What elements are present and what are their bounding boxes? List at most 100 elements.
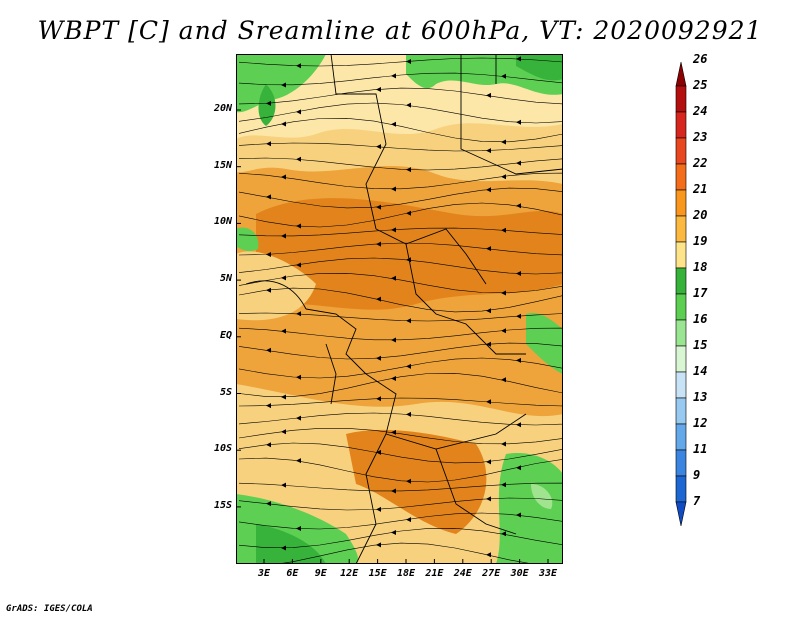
streamline <box>238 57 563 67</box>
streamline-arrow <box>486 148 491 154</box>
field-green-west <box>236 227 259 252</box>
footer-credit: GrADS: IGES/COLA <box>6 604 93 614</box>
lat-label: 15N <box>213 159 232 171</box>
streamline-arrow <box>266 141 271 147</box>
streamline-arrow <box>266 347 271 353</box>
streamline-arrow <box>391 73 396 79</box>
streamline-arrow <box>501 441 506 447</box>
streamline <box>238 497 563 511</box>
streamline-arrow <box>501 227 506 233</box>
streamline-arrow <box>501 482 506 488</box>
streamline-arrow <box>406 363 411 369</box>
colorbar-label: 19 <box>693 234 708 248</box>
lon-label: 33E <box>538 568 558 579</box>
colorbar-swatch <box>675 189 687 217</box>
streamline-arrow <box>376 506 381 512</box>
streamline-arrow <box>406 517 411 523</box>
colorbar-label: 22 <box>693 156 708 170</box>
lon-label: 12E <box>340 568 359 579</box>
plot-title: WBPT [C] and Sreamline at 600hPa, VT: 20… <box>37 16 763 45</box>
streamline-arrow <box>376 355 381 361</box>
colorbar-label: 20 <box>693 208 708 222</box>
colorbar-label: 21 <box>693 182 708 196</box>
streamline-arrow <box>281 394 286 400</box>
streamline-arrow <box>296 262 301 268</box>
lon-label: 6E <box>286 568 299 579</box>
colorbar-swatch <box>675 163 687 191</box>
streamline-arrow <box>516 465 521 471</box>
streamline-arrow <box>486 187 491 193</box>
streamline-arrow <box>266 252 271 257</box>
streamline-arrow <box>516 119 521 125</box>
field-west-light <box>236 251 316 321</box>
lon-label: 9E <box>314 568 327 579</box>
streamline-arrow <box>281 174 286 180</box>
lat-label: 15S <box>213 499 232 511</box>
streamline-arrow <box>391 429 396 435</box>
colorbar-label: 18 <box>693 260 708 274</box>
colorbar-swatch <box>675 371 687 399</box>
map-panel <box>236 54 563 564</box>
colorbar-label: 7 <box>693 494 701 508</box>
colorbar-label: 24 <box>693 104 708 118</box>
streamline-arrow <box>406 167 411 173</box>
streamline-arrow <box>516 357 521 363</box>
streamline-arrow <box>296 223 301 229</box>
streamline-arrow <box>296 458 301 464</box>
streamline-arrow <box>376 296 381 302</box>
streamline-arrow <box>501 139 506 145</box>
streamline-arrow <box>266 100 271 106</box>
streamline-arrow <box>266 442 271 448</box>
streamline-arrow <box>391 530 396 535</box>
streamline-arrow <box>281 545 286 551</box>
colorbar-swatch <box>675 241 687 269</box>
lon-label: 30E <box>510 568 529 579</box>
streamline <box>238 72 563 86</box>
lat-label: 10N <box>213 216 232 228</box>
streamline-arrow <box>406 318 411 324</box>
streamline-arrow <box>281 121 286 127</box>
colorbar-label: 23 <box>693 130 708 144</box>
streamline-arrow <box>501 290 506 296</box>
colorbar-swatch <box>675 137 687 165</box>
colorbar-label: 14 <box>693 364 708 378</box>
field-green-se2 <box>531 484 553 509</box>
streamline <box>238 327 563 341</box>
lat-label: 5N <box>219 273 232 285</box>
lon-label: 21E <box>425 568 444 579</box>
colorbar <box>675 61 687 527</box>
streamline-arrow <box>266 403 271 409</box>
streamline-arrow <box>406 59 411 64</box>
streamline-arrow <box>281 429 286 435</box>
streamline-arrow <box>376 449 381 455</box>
streamline-arrow <box>376 204 381 210</box>
colorbar-swatch <box>675 397 687 425</box>
streamline-arrow <box>296 415 301 421</box>
colorbar-label: 9 <box>693 468 701 482</box>
streamline <box>238 117 563 143</box>
colorbar-swatch <box>675 215 687 243</box>
streamline-arrow <box>296 374 301 380</box>
streamline-arrow <box>376 144 381 150</box>
streamline-arrow <box>266 194 271 200</box>
streamline-arrow <box>376 87 381 92</box>
streamline <box>238 87 563 105</box>
colorbar-label: 16 <box>693 312 708 326</box>
streamline-arrow <box>516 313 521 319</box>
lon-label: 24E <box>453 568 472 579</box>
colorbar-swatch <box>675 345 687 373</box>
map-frame <box>236 54 563 564</box>
field-south-dark <box>346 429 487 534</box>
streamline-arrow <box>376 396 381 402</box>
streamline <box>238 287 563 313</box>
streamline-arrow <box>501 377 506 383</box>
lon-label: 15E <box>368 568 387 579</box>
colorbar-swatch <box>675 293 687 321</box>
field-green-nw <box>236 54 326 113</box>
streamline <box>238 482 563 492</box>
streamline-arrow <box>501 328 506 334</box>
streamline <box>238 187 563 209</box>
streamline-arrow <box>516 203 521 209</box>
colorbar-label: 12 <box>693 416 708 430</box>
streamline-arrow <box>391 121 396 127</box>
